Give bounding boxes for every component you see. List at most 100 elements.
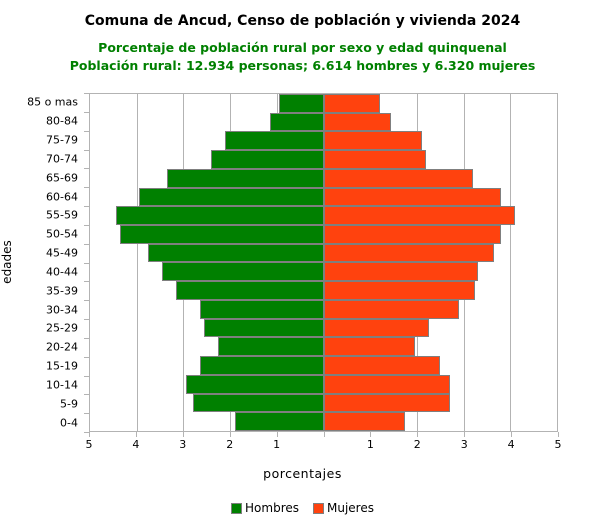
legend-label-hombres: Hombres [245,501,299,515]
bar-mujeres-25-29 [323,318,429,338]
legend-label-mujeres: Mujeres [327,501,374,515]
age-label: 0-4 [60,416,78,430]
bar-hombres-40-44 [162,262,324,282]
x-tick [135,432,137,437]
bar-hombres-20-24 [218,337,324,357]
y-tick [84,243,89,245]
bar-mujeres-50-54 [323,225,501,244]
y-tick [84,300,89,302]
x-tick [89,432,90,437]
bar-hombres-85-o-mas [279,94,324,113]
x-tick [323,432,325,437]
x-tick [182,432,184,437]
x-tick [417,432,419,437]
y-tick [84,224,89,226]
pyramid-row-25-29 [90,318,557,338]
x-axis-label: porcentajes [263,466,342,481]
age-labels: 85 o mas 80-84 75-79 70-74 65-69 60-64 55-59 50… [0,93,84,432]
y-tick [84,130,89,132]
x-tick [511,432,513,437]
age-label: 75-79 [46,133,78,147]
bar-mujeres-60-64 [323,187,501,207]
bar-hombres-45-49 [148,243,324,263]
legend: Hombres Mujeres [0,501,605,515]
age-label: 80-84 [46,114,78,128]
age-label: 30-34 [46,303,78,317]
y-tick [84,206,89,207]
pyramid-row-40-44 [90,262,557,282]
bar-mujeres-45-49 [323,243,494,263]
y-tick [84,262,89,264]
pyramid-row-55-59 [90,206,557,226]
bar-hombres-5-9 [192,393,324,413]
age-label: 60-64 [46,190,78,204]
y-tick [84,111,89,113]
bar-mujeres-20-24 [323,337,415,357]
x-tick [229,432,231,437]
pyramid-row-0-4 [90,412,557,431]
pyramid-row-60-64 [90,187,557,207]
legend-item-hombres: Hombres [231,501,299,515]
age-label: 40-44 [46,265,78,279]
gridline [136,94,138,431]
bar-mujeres-80-84 [323,112,392,132]
y-tick [84,337,89,339]
bar-hombres-0-4 [234,412,324,431]
pyramid-row-20-24 [90,337,557,357]
legend-swatch-mujeres [313,502,324,514]
bar-hombres-55-59 [115,206,324,226]
chart-subtitle-2: Población rural: 12.934 personas; 6.614 … [69,58,536,73]
y-tick [84,432,89,433]
x-tick-label: 5 [85,438,93,451]
pyramid-row-10-14 [90,374,557,394]
pyramid-row-70-74 [90,150,557,169]
age-label: 15-19 [46,359,78,373]
bar-mujeres-0-4 [323,412,406,431]
age-label: 20-24 [46,340,78,354]
x-tick-label: 4 [132,438,140,451]
bar-mujeres-85-o-mas [323,94,380,113]
legend-item-mujeres: Mujeres [313,501,374,515]
bar-mujeres-55-59 [323,206,515,226]
pyramid-row-75-79 [90,131,557,151]
x-tick-label: 3 [460,438,468,451]
x-tick [370,432,372,437]
bar-hombres-65-69 [167,168,324,188]
age-label: 50-54 [46,227,78,241]
y-axis-ticks [84,93,89,433]
age-label: 45-49 [46,246,78,260]
y-tick [84,319,89,320]
age-label: 55-59 [46,208,78,222]
pyramid-row-50-54 [90,225,557,244]
age-label: 70-74 [46,152,78,166]
age-label: 85 o mas [27,95,78,109]
bar-mujeres-30-34 [323,299,459,319]
x-tick-label: 2 [413,438,421,451]
age-label: 65-69 [46,171,78,185]
bar-hombres-10-14 [185,374,324,394]
y-tick [84,187,89,189]
pyramid-row-35-39 [90,281,557,300]
y-tick [84,356,89,358]
pyramid-rows [90,94,557,431]
gridline [510,94,512,431]
bar-mujeres-75-79 [323,131,422,151]
bar-hombres-80-84 [269,112,324,132]
x-tick [558,432,559,437]
x-tick [276,432,278,437]
x-tick [464,432,466,437]
y-tick [84,281,89,283]
y-tick [84,93,89,94]
x-tick-label: 3 [179,438,187,451]
y-tick [84,394,89,396]
bar-mujeres-5-9 [323,393,450,413]
bar-hombres-60-64 [139,187,324,207]
bar-hombres-35-39 [176,281,324,300]
age-label: 10-14 [46,378,78,392]
y-tick [84,413,89,415]
bar-hombres-70-74 [211,150,324,169]
age-label: 5-9 [60,397,78,411]
bar-hombres-25-29 [204,318,324,338]
pyramid-row-45-49 [90,243,557,263]
bar-mujeres-65-69 [323,168,473,188]
